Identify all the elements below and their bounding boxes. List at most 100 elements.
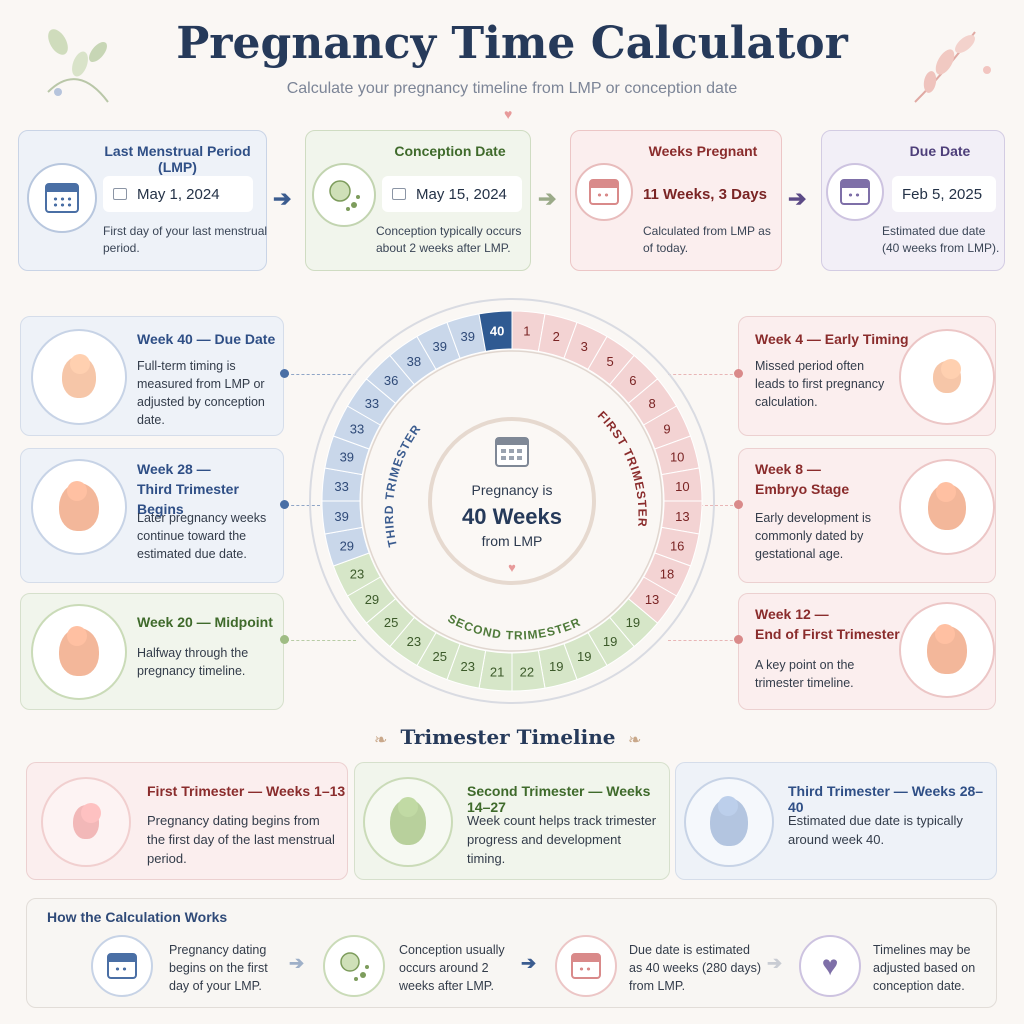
week-number-label: 39 [340,450,354,465]
week-number-label: 3 [581,339,588,354]
small-calendar-icon [392,188,406,200]
how-step-text: Pregnancy dating begins on the first day… [169,943,268,993]
arrow-right-icon: ➔ [767,953,783,973]
first-trimester-card[interactable]: First Trimester — Weeks 1–13 Pregnancy d… [26,762,348,880]
week-number-label: 13 [645,592,659,607]
due-date-card[interactable]: Due Date Feb 5, 2025 Estimated due date … [821,130,1005,271]
leaf-decoration-left-icon [47,29,109,103]
calendar-icon [826,163,884,221]
fetus-icon [31,459,127,555]
conception-card[interactable]: Conception Date May 15, 2024 Conception … [305,130,531,271]
milestone-desc: Full-term timing is measured from LMP or… [137,359,265,427]
page-subtitle: Calculate your pregnancy timeline from L… [286,80,738,97]
arrow-right-icon: ➔ [788,186,807,211]
week-number-label: 8 [648,396,655,411]
connector-dot [734,635,743,644]
connector-dot [280,635,289,644]
second-trimester-card[interactable]: Second Trimester — Weeks 14–27 Week coun… [354,762,670,880]
trimester-title: Second Trimester — Weeks 14–27 [467,783,651,815]
leaf-icon: ❧ [374,732,388,749]
week-number-label: 29 [365,592,379,607]
milestone-card-week-28[interactable]: Week 28 — Third Trimester Begins Later p… [20,448,284,583]
lmp-title: Last Menstrual Period (LMP) [104,143,251,175]
connector-line [286,640,356,641]
milestone-title: Week 4 — Early Timing [755,331,909,347]
calendar-icon [495,437,529,467]
fetus-icon [899,459,995,555]
weeks-pregnant-title: Weeks Pregnant [648,143,758,159]
lmp-value[interactable]: May 1, 2024 [103,176,253,212]
conception-value[interactable]: May 15, 2024 [382,176,522,212]
fetus-icon [899,602,995,698]
arrow-right-icon: ➔ [273,186,292,211]
lmp-card[interactable]: Last Menstrual Period (LMP) May 1, 2024 … [18,130,267,271]
week-number-label: 1 [523,324,530,339]
calendar-icon [575,163,633,221]
week-number-label: 2 [553,329,560,344]
trimester-title: Third Trimester — Weeks 28–40 [788,783,984,815]
week-number-label: 5 [606,354,613,369]
week-number-label: 22 [520,664,534,679]
milestone-card-week-4[interactable]: Week 4 — Early Timing Missed period ofte… [738,316,996,436]
trimester-section-title: Trimester Timeline [400,725,616,749]
connector-dot [734,369,743,378]
weeks-pregnant-desc: Calculated from LMP as of today. [643,224,771,255]
heart-icon: ♥ [508,560,516,575]
week-number-label: 10 [675,479,689,494]
week-number-label: 23 [461,659,475,674]
pregnancy-week-wheel: 1 235689101013161813191919192221232523252… [309,298,715,704]
milestone-card-week-40[interactable]: Week 40 — Due Date Full-term timing is m… [20,316,284,436]
weeks-pregnant-card[interactable]: Weeks Pregnant 11 Weeks, 3 Days Calculat… [570,130,782,271]
how-step-text: Conception usually occurs around 2 weeks… [399,943,505,993]
milestone-desc: Early development is commonly dated by g… [755,511,872,561]
week-number-label: 36 [384,373,398,388]
milestone-title: Week 40 — Due Date [137,331,276,347]
week-number-label: 40 [490,324,504,339]
week-number-label: 9 [663,422,670,437]
milestone-desc: Missed period often leads to first pregn… [755,359,885,409]
week-number-label: 39 [334,509,348,524]
leaf-decoration-right-icon [914,31,991,103]
calendar-icon [91,935,153,997]
week-number-label: 23 [407,634,421,649]
week-number-label: 38 [407,354,421,369]
week-number-label: 19 [626,615,640,630]
milestone-desc: Halfway through the pregnancy timeline. [137,646,249,678]
connector-line [668,640,738,641]
cell-icon [323,935,385,997]
fetus-icon [363,777,453,867]
fetus-icon [31,329,127,425]
milestone-card-week-8[interactable]: Week 8 — Embryo Stage Early development … [738,448,996,583]
connector-line [286,374,356,375]
week-number-label: 19 [603,634,617,649]
calendar-icon [555,935,617,997]
week-number-label: 25 [432,649,446,664]
connector-dot [280,500,289,509]
how-step-text: Due date is estimated as 40 weeks (280 d… [629,943,762,993]
small-calendar-icon [113,188,127,200]
connector-line [668,374,738,375]
week-number-label: 19 [549,659,563,674]
week-number-label: 33 [350,422,364,437]
milestone-title: Week 20 — Midpoint [137,614,273,630]
week-number-label: 25 [384,615,398,630]
milestone-card-week-12[interactable]: Week 12 — End of First Trimester A key p… [738,593,996,710]
calendar-icon [27,163,97,233]
milestone-card-week-20[interactable]: Week 20 — Midpoint Halfway through the p… [20,593,284,710]
leaf-icon: ❧ [628,732,642,749]
how-it-works-panel: How the Calculation Works Pregnancy dati… [26,898,997,1008]
week-number-label: 16 [670,538,684,553]
center-line-3: from LMP [482,533,543,549]
week-number-label: 39 [432,339,446,354]
fetus-icon [684,777,774,867]
center-line-2: 40 Weeks [462,504,562,529]
trimester-desc: Estimated due date is typically around w… [788,813,963,847]
conception-title: Conception Date [394,143,506,159]
connector-dot [280,369,289,378]
third-trimester-card[interactable]: Third Trimester — Weeks 28–40 Estimated … [675,762,997,880]
due-date-value[interactable]: Feb 5, 2025 [892,176,996,212]
wheel-center [428,417,596,585]
week-number-label: 39 [461,329,475,344]
arrow-right-icon: ➔ [538,186,557,211]
week-number-label: 19 [577,649,591,664]
